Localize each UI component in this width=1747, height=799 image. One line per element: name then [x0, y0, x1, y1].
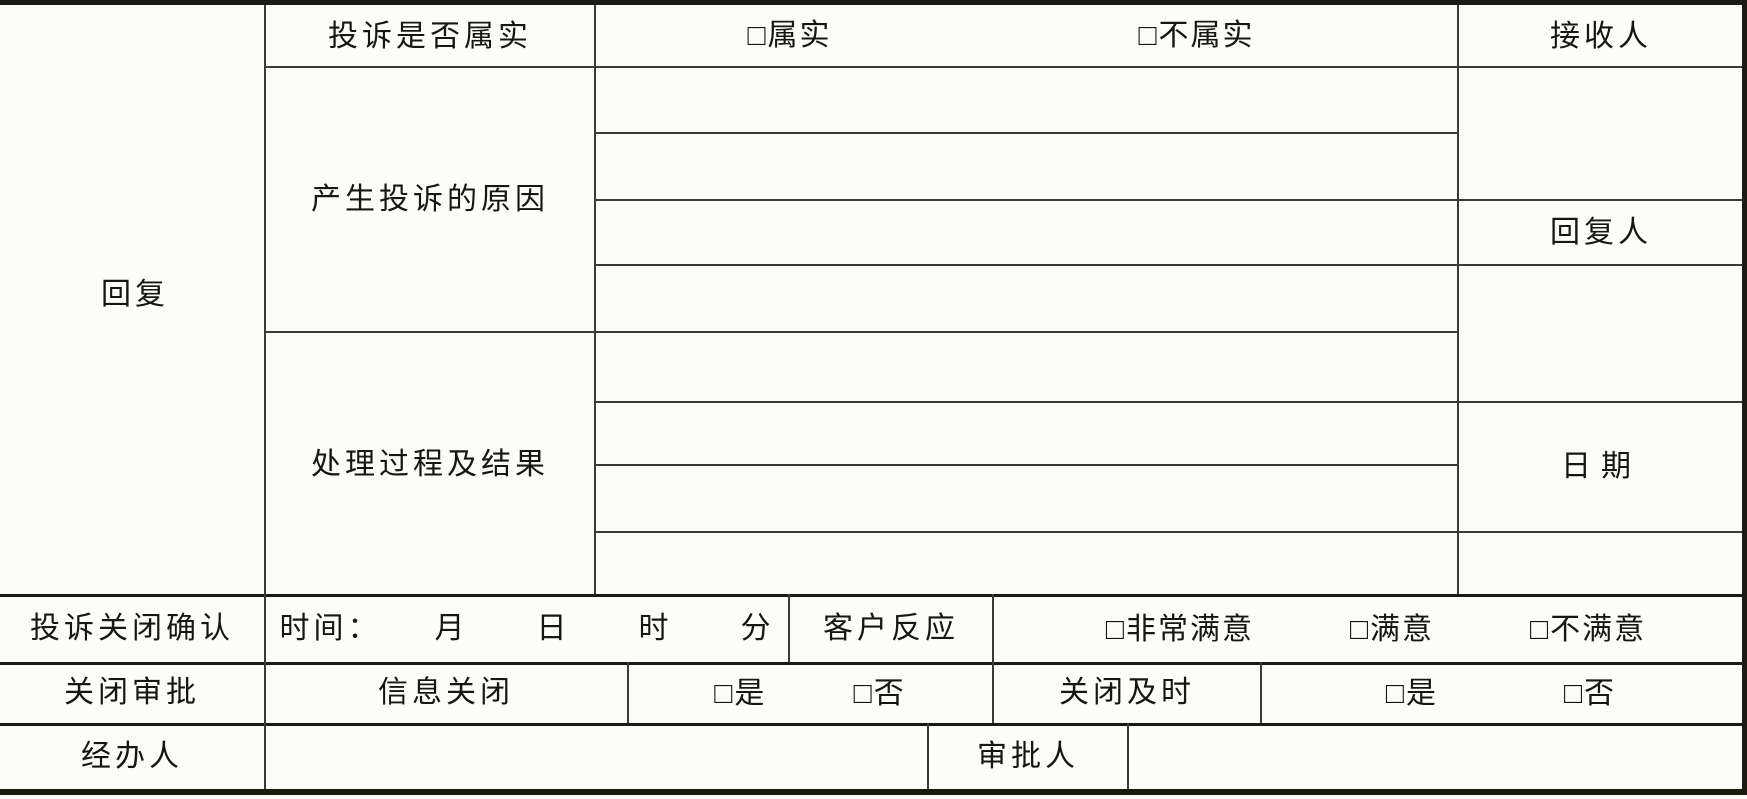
- date-label: 日期: [1561, 450, 1641, 483]
- checkbox-option-yes[interactable]: □是: [1385, 677, 1439, 710]
- writing-line: [594, 401, 1742, 403]
- approver-label: 审批人: [977, 740, 1079, 773]
- checkbox-option-true[interactable]: □属实: [747, 18, 832, 52]
- process-label: 处理过程及结果: [311, 448, 549, 481]
- writing-line: [594, 464, 1458, 466]
- checkbox-option-false[interactable]: □不属实: [1138, 18, 1255, 52]
- close-confirmation-label: 投诉关闭确认: [30, 612, 234, 645]
- handler-input-cell[interactable]: [266, 726, 927, 789]
- responder-input-cell[interactable]: [1459, 266, 1742, 401]
- grid-line-time-cell: [788, 594, 790, 662]
- receiver-label: 接收人: [1550, 20, 1652, 53]
- handler-label: 经办人: [81, 740, 183, 773]
- process-writing-area[interactable]: [596, 333, 1457, 594]
- checkbox-option-no[interactable]: □否: [1563, 677, 1617, 710]
- grid-line-infoclose-cell: [627, 662, 629, 723]
- cause-writing-area[interactable]: [596, 68, 1457, 331]
- table-right-border: [1742, 0, 1747, 795]
- grid-line-row1-bottom: [264, 66, 1742, 68]
- complaint-truth-options: □属实 □不属实: [594, 5, 1458, 66]
- close-approval-label: 关闭审批: [64, 676, 200, 709]
- writing-line: [594, 199, 1742, 201]
- grid-line-col-right: [1457, 5, 1459, 594]
- grid-line-approver-left: [927, 723, 929, 789]
- writing-line: [594, 132, 1458, 134]
- checkbox-option-yes[interactable]: □是: [714, 677, 767, 710]
- receiver-input-cell[interactable]: [1459, 68, 1742, 199]
- checkbox-option-unsatisfied[interactable]: □不满意: [1529, 612, 1647, 646]
- close-timely-label: 关闭及时: [1059, 676, 1195, 709]
- responder-label: 回复人: [1550, 216, 1652, 249]
- close-time-line[interactable]: 时间： 月 日 时 分: [279, 612, 775, 645]
- reply-section-label: 回复: [101, 278, 169, 311]
- info-close-label: 信息关闭: [378, 676, 514, 709]
- satisfaction-options: □非常满意 □满意 □不满意: [992, 597, 1742, 662]
- checkbox-option-satisfied[interactable]: □满意: [1349, 612, 1435, 646]
- section-divider-line: [0, 723, 1747, 726]
- section-divider-line: [0, 594, 1747, 597]
- complaint-truth-label: 投诉是否属实: [328, 20, 532, 53]
- checkbox-option-no[interactable]: □否: [853, 677, 906, 710]
- table-bottom-border: [0, 789, 1747, 795]
- approver-input-cell[interactable]: [1129, 726, 1742, 789]
- grid-line-cause-process-divider: [264, 331, 1458, 333]
- customer-reaction-label: 客户反应: [823, 612, 959, 645]
- grid-line-timely-cell: [1260, 662, 1262, 723]
- checkbox-option-very-satisfied[interactable]: □非常满意: [1105, 612, 1255, 646]
- grid-line-col-a: [264, 5, 266, 789]
- writing-line: [594, 264, 1742, 266]
- table-top-border: [0, 0, 1747, 5]
- date-input-cell[interactable]: [1459, 533, 1742, 594]
- close-timely-options: □是 □否: [1260, 665, 1742, 723]
- info-close-options: □是 □否: [627, 665, 993, 723]
- grid-line-reaction-cell: [992, 594, 994, 723]
- writing-line: [594, 531, 1742, 533]
- grid-line-col-b: [594, 5, 596, 594]
- section-divider-line: [0, 662, 1747, 665]
- cause-label: 产生投诉的原因: [311, 183, 549, 216]
- grid-line-approver-right: [1127, 723, 1129, 789]
